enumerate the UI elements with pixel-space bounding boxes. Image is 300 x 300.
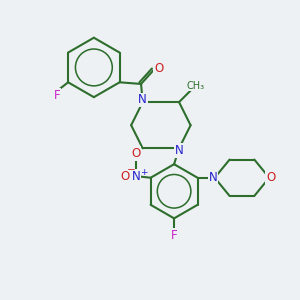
Text: F: F bbox=[171, 229, 177, 242]
Text: −: − bbox=[126, 165, 135, 175]
Text: CH₃: CH₃ bbox=[187, 81, 205, 91]
Text: N: N bbox=[131, 169, 140, 183]
Text: O: O bbox=[154, 62, 163, 75]
Text: O: O bbox=[266, 171, 275, 184]
Text: +: + bbox=[140, 168, 147, 177]
Text: N: N bbox=[209, 171, 218, 184]
Text: F: F bbox=[54, 89, 61, 102]
Text: N: N bbox=[175, 144, 183, 157]
Text: N: N bbox=[138, 93, 147, 106]
Text: O: O bbox=[120, 169, 130, 183]
Text: O: O bbox=[131, 147, 140, 160]
